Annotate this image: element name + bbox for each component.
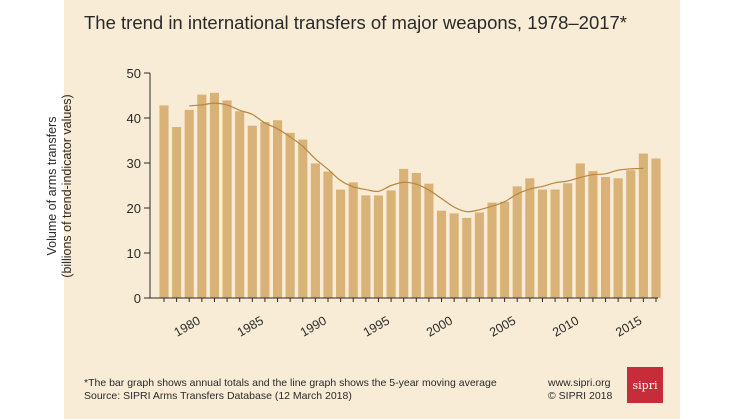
bar-1991 (323, 171, 333, 298)
bar-1989 (298, 139, 308, 298)
bar-2005 (500, 201, 510, 298)
x-tick-label-2010: 2010 (550, 313, 581, 339)
y-tick-label-30: 30 (127, 156, 141, 171)
bar-2007 (525, 178, 535, 298)
sipri-logo: sipri (627, 367, 663, 403)
website-link[interactable]: www.sipri.org (548, 377, 611, 389)
footnote-text: *The bar graph shows annual totals and t… (84, 377, 497, 389)
bars-group (159, 92, 661, 299)
bar-1979 (172, 127, 182, 298)
bar-1996 (386, 190, 396, 298)
bar-1986 (260, 122, 270, 298)
bar-1992 (336, 189, 346, 298)
chart-title: The trend in international transfers of … (84, 12, 628, 33)
bar-2013 (601, 176, 611, 298)
y-tick-label-40: 40 (127, 111, 141, 126)
moving-average-group (189, 102, 644, 213)
bar-1985 (247, 125, 257, 299)
x-tick-label-2000: 2000 (424, 313, 455, 339)
bar-2010 (563, 183, 573, 298)
bar-2008 (537, 189, 547, 298)
credits-block: www.sipri.org © SIPRI 2018 (548, 377, 612, 403)
x-tick-label-1990: 1990 (298, 313, 329, 339)
copyright-text: © SIPRI 2018 (548, 390, 613, 402)
bar-2015 (626, 170, 636, 298)
x-tick-label-2005: 2005 (487, 314, 518, 340)
bar-1990 (310, 163, 320, 298)
bar-2004 (487, 202, 497, 298)
bar-1988 (285, 132, 295, 298)
bar-2017 (651, 158, 661, 298)
footnote-block: *The bar graph shows annual totals and t… (84, 377, 497, 403)
y-tick-label-20: 20 (127, 201, 141, 216)
x-tick-label-1995: 1995 (361, 313, 392, 339)
x-tick-label-1985: 1985 (235, 314, 266, 340)
bar-1978 (159, 105, 169, 299)
bar-1987 (273, 120, 283, 298)
bar-1993 (348, 182, 358, 298)
bar-1980 (184, 109, 194, 299)
bar-1997 (399, 168, 409, 298)
bar-2000 (437, 210, 447, 298)
bar-1982 (209, 92, 219, 298)
bar-2014 (613, 178, 623, 298)
bar-2016 (638, 153, 648, 298)
y-tick-label-0: 0 (134, 291, 141, 306)
source-text: Source: SIPRI Arms Transfers Database (1… (84, 390, 352, 402)
bar-2001 (449, 213, 459, 298)
bar-2009 (550, 189, 560, 298)
bar-1984 (235, 111, 245, 298)
bar-1994 (361, 195, 371, 298)
bar-2006 (512, 186, 522, 298)
y-tick-label-10: 10 (127, 246, 141, 261)
bar-1998 (411, 172, 421, 298)
bar-1999 (424, 183, 434, 298)
x-tick-label-2015: 2015 (613, 313, 644, 339)
bar-2002 (462, 217, 472, 298)
bar-1981 (197, 94, 207, 298)
moving-average-line (189, 102, 644, 213)
bar-2011 (575, 163, 585, 298)
x-tick-label-1980: 1980 (172, 313, 203, 339)
bar-1995 (373, 195, 383, 298)
y-tick-label-50: 50 (127, 66, 141, 81)
bar-2012 (588, 171, 598, 298)
bar-2003 (474, 212, 484, 298)
bar-1983 (222, 100, 232, 298)
